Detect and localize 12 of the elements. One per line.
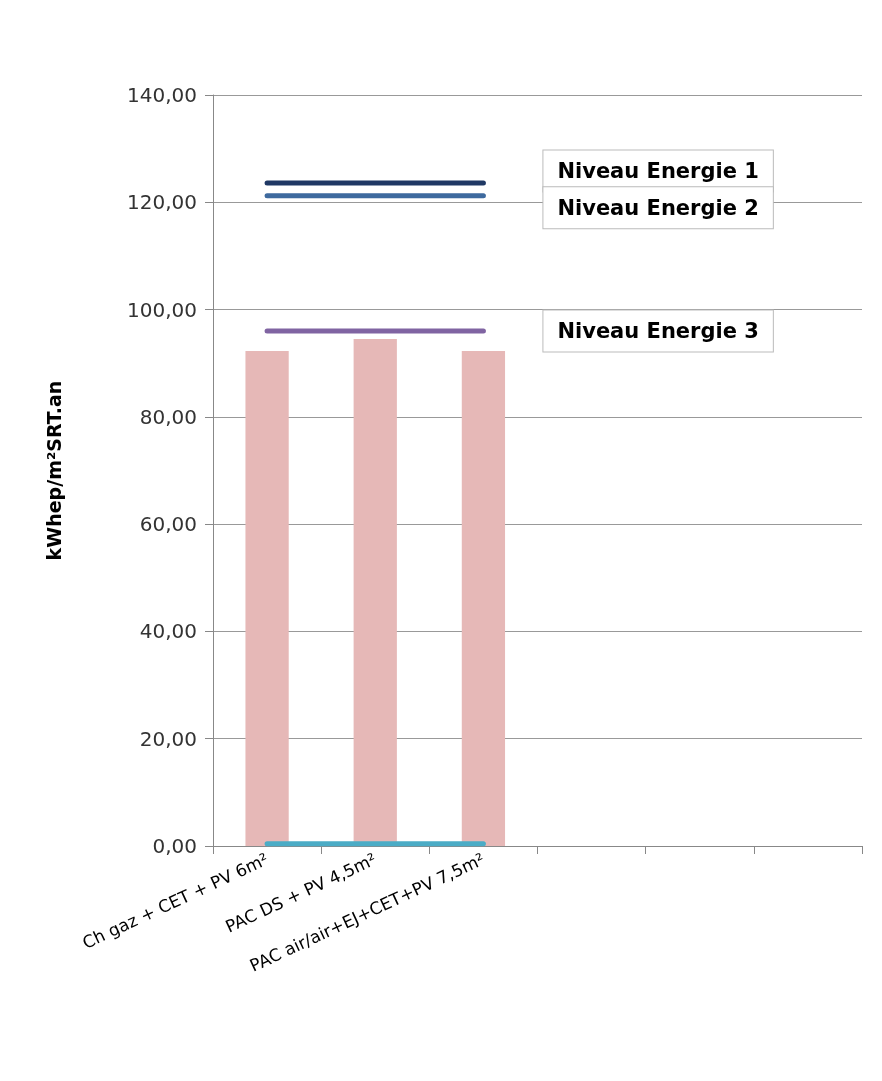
y-tick-label: 140,00 — [127, 83, 197, 107]
text: Niveau Energie 3 — [557, 319, 759, 344]
y-axis-title: kWhep/m²SRT.an — [42, 380, 65, 561]
y-tick-label: 120,00 — [127, 190, 197, 215]
text: Niveau Energie 1 — [557, 158, 759, 183]
y-tick-label: 80,00 — [139, 404, 197, 429]
y-tick-label: 40,00 — [139, 619, 197, 644]
text: Niveau Energie 2 — [557, 195, 759, 220]
y-tick-label: 0,00 — [152, 834, 197, 858]
y-tick-label: 60,00 — [139, 512, 197, 537]
y-tick-label: 20,00 — [139, 726, 197, 751]
y-tick-label: 100,00 — [127, 297, 197, 322]
